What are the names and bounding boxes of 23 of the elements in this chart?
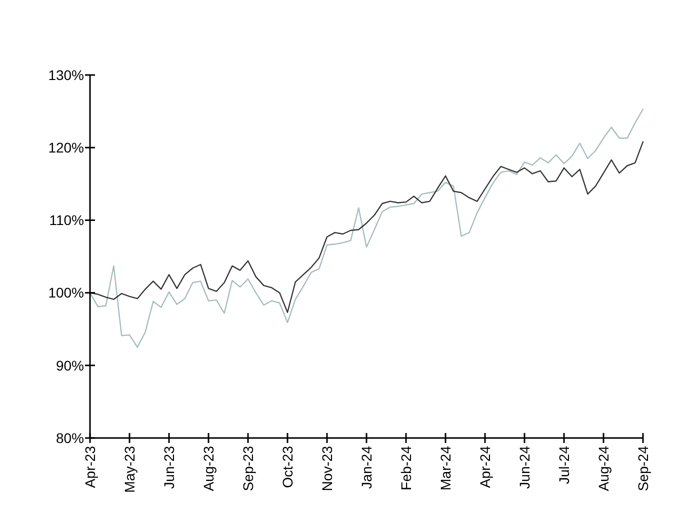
x-tick-label: Nov-23 bbox=[319, 446, 335, 492]
x-tick-label: Jun-24 bbox=[516, 446, 532, 489]
y-tick-label: 130% bbox=[48, 66, 84, 83]
y-tick-label: 80% bbox=[56, 430, 84, 446]
y-tick-label: 100% bbox=[48, 284, 84, 301]
x-tick-label: Feb-24 bbox=[398, 446, 414, 490]
y-tick-label: 90% bbox=[56, 357, 84, 374]
x-tick-label: May-23 bbox=[122, 446, 138, 493]
x-tick-label: Jan-24 bbox=[358, 446, 374, 489]
x-tick-label: Jun-23 bbox=[161, 446, 177, 489]
x-tick-label: Sep-24 bbox=[635, 446, 651, 492]
y-tick-label: 120% bbox=[48, 140, 84, 156]
x-tick-label: Sep-23 bbox=[240, 446, 256, 492]
x-tick-label: Apr-23 bbox=[82, 446, 98, 488]
x-tick-label: Oct-23 bbox=[280, 446, 296, 488]
x-tick-label: Aug-24 bbox=[596, 446, 612, 492]
y-tick-label: 110% bbox=[49, 212, 84, 228]
line-series bbox=[89, 108, 644, 348]
x-tick-label: Apr-24 bbox=[477, 446, 493, 488]
x-tick-label: Jul-24 bbox=[556, 446, 572, 484]
line-series bbox=[89, 141, 644, 313]
x-tick-label: Mar-24 bbox=[438, 446, 454, 490]
x-tick-label: Aug-23 bbox=[200, 446, 216, 492]
